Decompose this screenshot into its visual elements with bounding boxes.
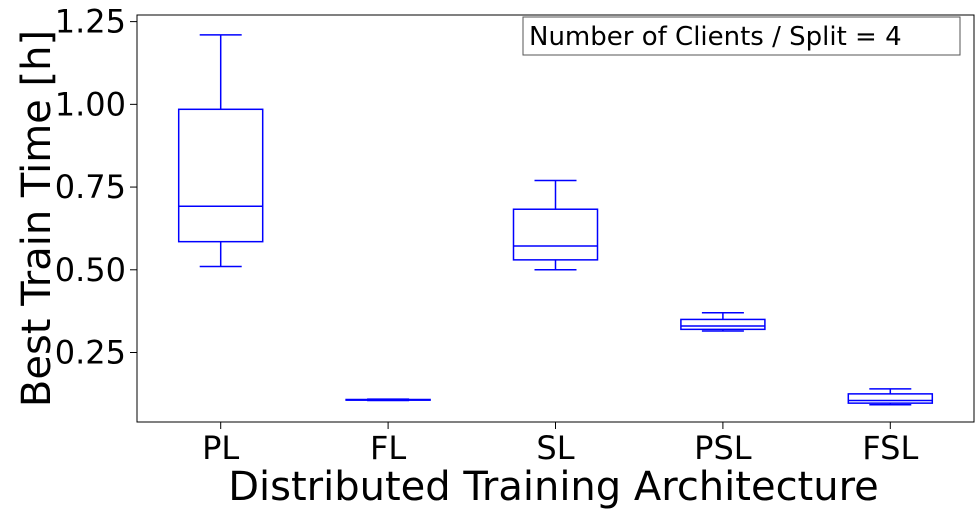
iqr-box	[177, 108, 264, 243]
box-psl	[680, 312, 766, 332]
y-tick-label: 0.50	[55, 251, 126, 289]
x-tick-label: FL	[370, 429, 406, 467]
x-axis: PL FL SL PSL FSL	[202, 422, 918, 467]
x-tick-label: SL	[536, 429, 574, 467]
x-axis-title: Distributed Training Architecture	[228, 464, 879, 510]
box-pl	[177, 34, 264, 268]
annotation-text: Number of Clients / Split = 4	[529, 22, 902, 52]
annotation-box: Number of Clients / Split = 4	[522, 16, 961, 56]
iqr-box	[512, 208, 599, 261]
y-tick-label: 1.00	[55, 85, 126, 123]
box-fl	[345, 398, 431, 402]
y-axis: 0.25 0.50 0.75 1.00 1.25	[55, 3, 137, 372]
box-fsl	[847, 388, 934, 406]
y-tick-label: 0.75	[55, 168, 126, 206]
annotation-frame	[522, 16, 961, 56]
iqr-box	[847, 393, 934, 404]
x-tick-label: PL	[202, 429, 239, 467]
x-tick-label: FSL	[862, 429, 918, 467]
box-sl	[512, 179, 599, 271]
y-axis-title: Best Train Time [h]	[14, 30, 60, 407]
box-series	[177, 34, 934, 406]
x-tick-label: PSL	[694, 429, 752, 467]
iqr-box	[680, 318, 766, 331]
y-tick-label: 1.25	[55, 3, 126, 41]
y-tick-label: 0.25	[55, 334, 126, 372]
